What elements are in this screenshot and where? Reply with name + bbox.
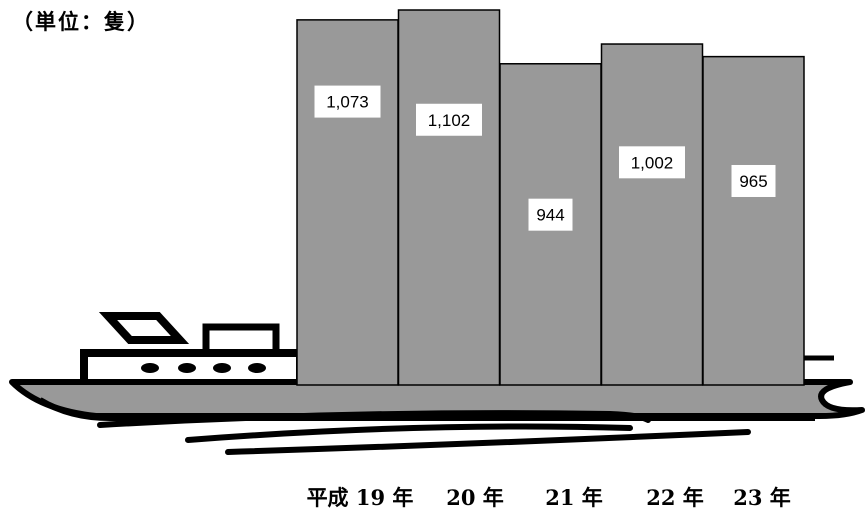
value-label-2: 1,102 [428, 111, 471, 130]
value-label-box-4 [619, 146, 685, 179]
value-labels-group: 1,073 1,102 944 1,002 965 [314, 85, 776, 231]
value-label-box-5 [731, 164, 776, 197]
bar-1 [296, 19, 399, 386]
porthole-3 [213, 363, 231, 373]
wave-3 [225, 429, 751, 455]
x-tick-label-4: 22 年 [646, 485, 704, 510]
porthole-1 [141, 363, 159, 373]
wave-1 [97, 410, 651, 428]
x-axis-labels: 平成 19 年 20 年 21 年 22 年 23 年 [307, 485, 791, 510]
x-tick-label-5: 23 年 [733, 485, 791, 510]
value-label-4: 1,002 [631, 153, 674, 172]
value-label-box-3 [528, 198, 573, 231]
x-tick-label-1: 平成 19 年 [307, 485, 414, 510]
bar-4 [600, 43, 704, 386]
bar-5 [702, 55, 805, 386]
value-label-5: 965 [739, 172, 767, 191]
x-tick-label-3: 21 年 [545, 485, 603, 510]
value-label-1: 1,073 [326, 93, 369, 112]
x-tick-label-2: 20 年 [446, 485, 504, 510]
value-label-box-2 [416, 103, 482, 136]
porthole-2 [178, 363, 196, 373]
porthole-4 [248, 363, 266, 373]
ship-roof [98, 312, 190, 344]
wave-2 [185, 423, 633, 443]
bar-2 [397, 9, 501, 386]
unit-label: （単位：隻） [12, 10, 150, 34]
bars-group [296, 9, 805, 386]
value-label-3: 944 [536, 206, 564, 225]
value-label-box-1 [314, 85, 381, 118]
hull-shadow [38, 397, 815, 421]
